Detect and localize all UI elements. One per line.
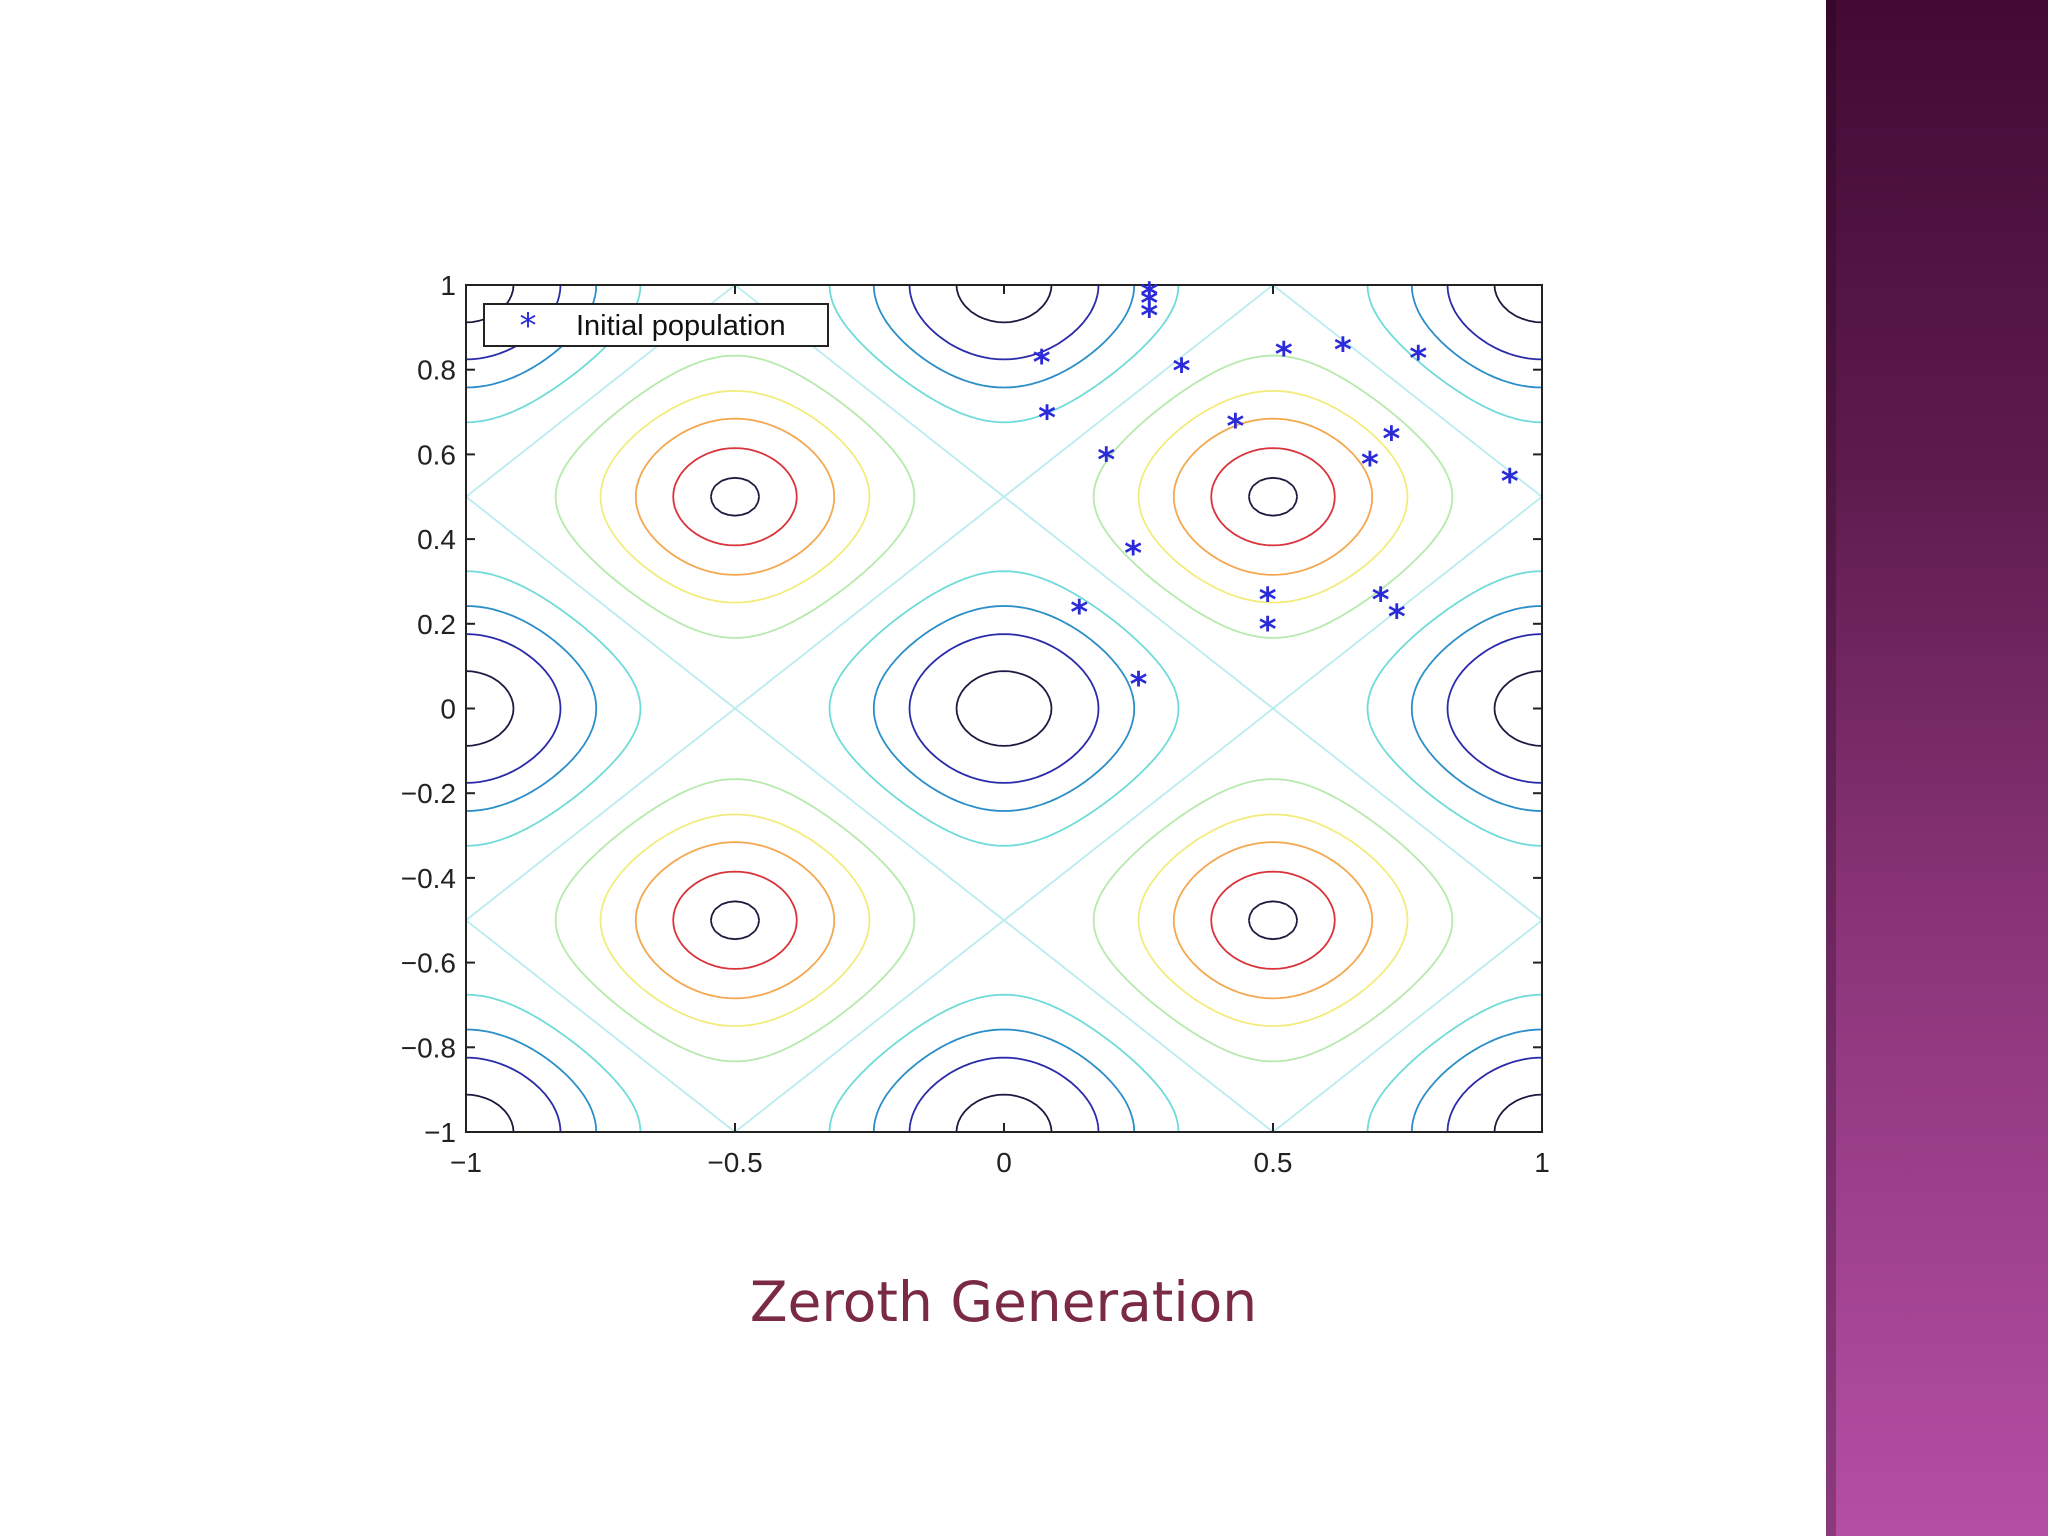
y-tick-label: 0 [440,694,456,725]
population-point: * [1259,610,1277,650]
plot-frame [465,284,1543,1133]
contour-level-1 [465,284,1543,1133]
population-point: * [1070,593,1088,633]
y-tick-label: −0.4 [401,863,456,894]
population-point: * [1140,275,1158,315]
population-point: * [1130,665,1148,705]
contour-level-0 [465,284,1543,1133]
population-point: * [1388,597,1406,637]
population-point: * [1173,352,1191,392]
population-point: * [1334,331,1352,371]
y-tick-label: 0.2 [417,609,456,640]
population-point: * [1259,580,1277,620]
slide-caption: Zeroth Generation [749,1270,1258,1334]
x-tick-label: 1 [1534,1147,1550,1178]
contour-level-9 [710,476,1298,941]
contour-level-2 [465,284,1543,1133]
contour-level-3 [465,284,1543,1133]
population-point: * [1038,398,1056,438]
population-point: * [1124,534,1142,574]
x-tick-label: 0 [996,1147,1012,1178]
contour-level-4 [465,284,1543,1133]
y-tick-label: 1 [440,270,456,301]
population-point: * [1501,462,1519,502]
population-point: * [1033,343,1051,383]
population-point: * [1409,339,1427,379]
legend: * Initial population [483,303,829,347]
population-point: * [1275,335,1293,375]
x-tick-label: 0.5 [1254,1147,1293,1178]
y-tick-label: 0.4 [417,524,456,555]
population-point: * [1140,284,1158,324]
axis-ticks: −1 −0.5 0 0.5 1 −1 −0.8 −0.6 −0.4 −0.2 0 0.2 0.4 0.6 0… [401,270,1550,1178]
x-tick-label: −1 [450,1147,482,1178]
population-point: * [1372,580,1390,620]
contour-level-5 [554,354,1454,1063]
contour-lines [465,284,1543,1133]
population-point: * [1361,445,1379,485]
y-tick-label: 0.8 [417,355,456,386]
y-tick-label: −0.6 [401,948,456,979]
population-point: * [1226,407,1244,447]
legend-entry-label: Initial population [576,310,786,342]
y-tick-label: −1 [424,1117,456,1148]
population-points: **** * * * ** * ** * *** * **** [1033,275,1519,705]
decorative-side-band [1826,0,2048,1536]
population-point: * [1140,297,1158,337]
population-point: * [1382,419,1400,459]
y-tick-label: −0.8 [401,1032,456,1063]
x-tick-label: −0.5 [707,1147,762,1178]
y-tick-label: 0.6 [417,439,456,470]
contour-level-6 [599,390,1409,1027]
legend-marker: * [520,306,537,346]
legend-box [483,303,829,347]
population-point: * [1097,441,1115,481]
y-tick-label: −0.2 [401,778,456,809]
contour-level-8 [672,447,1336,970]
side-band-edge [1826,0,1836,1536]
contour-level-7 [634,417,1374,1000]
